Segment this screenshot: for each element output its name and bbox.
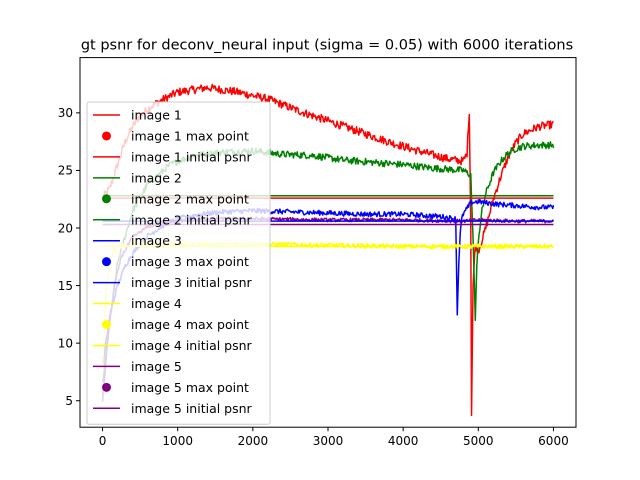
x-tick-label: 0 — [99, 434, 107, 448]
legend-label: image 1 initial psnr — [131, 149, 253, 164]
x-tick-label: 5000 — [463, 434, 494, 448]
legend-label: image 3 initial psnr — [131, 275, 253, 290]
x-tick-label: 6000 — [538, 434, 569, 448]
x-tick-label: 3000 — [313, 434, 344, 448]
x-tick-label: 4000 — [388, 434, 419, 448]
chart-title: gt psnr for deconv_neural input (sigma =… — [81, 38, 573, 54]
legend-label: image 4 max point — [131, 317, 249, 332]
legend-label: image 4 initial psnr — [131, 338, 253, 353]
legend-label: image 3 max point — [131, 254, 249, 269]
y-tick-label: 5 — [65, 394, 73, 408]
legend-label: image 5 max point — [131, 380, 249, 395]
y-tick-label: 20 — [58, 221, 73, 235]
legend-label: image 4 — [131, 296, 182, 311]
legend-label: image 3 — [131, 233, 182, 248]
legend-label: image 2 — [131, 170, 182, 185]
legend-marker-swatch — [102, 382, 111, 392]
y-tick-label: 10 — [58, 336, 73, 350]
x-tick-label: 1000 — [162, 434, 193, 448]
legend-label: image 1 max point — [131, 128, 249, 143]
y-tick-label: 15 — [58, 279, 73, 293]
x-tick-label: 2000 — [238, 434, 269, 448]
legend-box — [86, 101, 271, 425]
y-tick-label: 30 — [58, 106, 73, 120]
legend-marker-swatch — [102, 257, 111, 267]
legend-label: image 2 max point — [131, 191, 249, 206]
legend: image 1 image 1 max point image 1 initial … — [86, 101, 271, 425]
legend-marker-swatch — [102, 320, 111, 329]
legend-label: image 5 initial psnr — [131, 401, 253, 416]
legend-marker-swatch — [102, 131, 111, 141]
y-tick-label: 25 — [58, 164, 73, 178]
legend-label: image 1 — [131, 108, 182, 123]
legend-label: image 5 — [131, 359, 182, 374]
legend-label: image 2 initial psnr — [131, 212, 253, 227]
legend-marker-swatch — [102, 194, 111, 204]
ticks-layer: 0 1000 2000 3000 4000 5000 6000 5 10 15 20 25 30 — [58, 106, 569, 448]
